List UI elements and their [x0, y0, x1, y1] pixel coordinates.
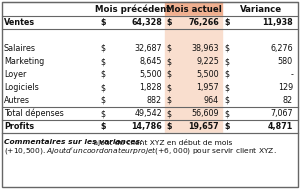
Text: Logiciels: Logiciels: [4, 83, 39, 92]
Text: $: $: [100, 96, 105, 105]
Text: 38,963: 38,963: [191, 44, 219, 53]
Text: Profits: Profits: [4, 122, 34, 131]
Text: Mois actuel: Mois actuel: [166, 5, 221, 13]
Text: $: $: [100, 83, 105, 92]
Text: 14,786: 14,786: [131, 122, 162, 131]
Text: 6,276: 6,276: [270, 44, 293, 53]
Bar: [165, 55, 222, 68]
Text: 5,500: 5,500: [140, 70, 162, 79]
Text: 32,687: 32,687: [134, 44, 162, 53]
Bar: [165, 120, 222, 133]
Text: Autres: Autres: [4, 96, 30, 105]
Text: Loyer: Loyer: [4, 70, 26, 79]
Text: 7,067: 7,067: [270, 109, 293, 118]
Text: $: $: [166, 57, 171, 66]
Text: 882: 882: [147, 96, 162, 105]
Text: 129: 129: [278, 83, 293, 92]
Text: Marketing: Marketing: [4, 57, 44, 66]
Text: $: $: [100, 57, 105, 66]
Bar: [165, 16, 222, 29]
Text: 49,542: 49,542: [134, 109, 162, 118]
Text: 8,645: 8,645: [140, 57, 162, 66]
Text: $: $: [224, 109, 229, 118]
Text: 1,828: 1,828: [140, 83, 162, 92]
Bar: [2, 133, 298, 187]
Text: $: $: [166, 109, 171, 118]
Text: Commentaires sur les variances:: Commentaires sur les variances:: [4, 139, 143, 145]
Text: $: $: [224, 122, 230, 131]
Text: Ventes: Ventes: [4, 18, 35, 27]
Text: 964: 964: [204, 96, 219, 105]
Text: $: $: [166, 44, 171, 53]
Text: Mois précédent: Mois précédent: [95, 4, 171, 14]
Text: (+10,500$). Ajout d'un coordonateur projet (+6,000$) pour servir client XYZ.: (+10,500$). Ajout d'un coordonateur proj…: [4, 145, 277, 157]
Text: $: $: [100, 18, 106, 27]
Text: ajout du client XYZ en début de mois: ajout du client XYZ en début de mois: [91, 139, 232, 146]
Text: -: -: [290, 70, 293, 79]
Text: $: $: [100, 122, 106, 131]
Text: 19,657: 19,657: [188, 122, 219, 131]
Text: $: $: [166, 96, 171, 105]
Text: 580: 580: [278, 57, 293, 66]
Text: 9,225: 9,225: [196, 57, 219, 66]
Text: Total dépenses: Total dépenses: [4, 109, 64, 118]
Text: 4,871: 4,871: [268, 122, 293, 131]
Text: 82: 82: [283, 96, 293, 105]
Text: 76,266: 76,266: [188, 18, 219, 27]
Bar: [165, 2, 222, 16]
Text: 11,938: 11,938: [262, 18, 293, 27]
Text: $: $: [224, 57, 229, 66]
Text: Variance: Variance: [240, 5, 282, 13]
Text: $: $: [166, 70, 171, 79]
Text: $: $: [224, 70, 229, 79]
Text: $: $: [166, 18, 172, 27]
Bar: [165, 94, 222, 107]
Text: $: $: [166, 83, 171, 92]
Text: 5,500: 5,500: [196, 70, 219, 79]
Text: $: $: [224, 18, 230, 27]
Text: $: $: [224, 44, 229, 53]
Text: $: $: [100, 109, 105, 118]
Text: $: $: [224, 83, 229, 92]
Bar: [165, 29, 222, 42]
Bar: [165, 68, 222, 81]
Text: 56,609: 56,609: [191, 109, 219, 118]
Text: $: $: [100, 44, 105, 53]
Text: 1,957: 1,957: [196, 83, 219, 92]
Bar: [165, 81, 222, 94]
Text: $: $: [166, 122, 172, 131]
Bar: [165, 42, 222, 55]
Text: 64,328: 64,328: [131, 18, 162, 27]
Bar: [165, 107, 222, 120]
Text: Salaires: Salaires: [4, 44, 36, 53]
Text: $: $: [224, 96, 229, 105]
Text: $: $: [100, 70, 105, 79]
